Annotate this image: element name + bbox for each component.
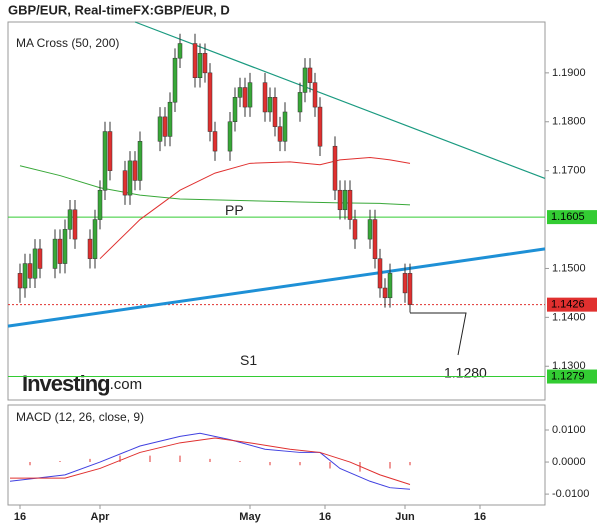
candle-body [57, 238, 63, 264]
candle-body [337, 189, 343, 211]
level-box [547, 210, 597, 225]
candle-body [102, 131, 108, 191]
main-frame [7, 21, 546, 401]
candle-body [62, 229, 68, 264]
x-tick-label: May [239, 511, 261, 523]
candle-body [352, 219, 358, 240]
candle-body [267, 97, 273, 113]
candle-body [282, 111, 288, 142]
level-box [547, 297, 597, 312]
candle-body [92, 219, 98, 259]
y-tick-label: 1.1800 [552, 116, 586, 128]
candle-body [172, 57, 178, 103]
candle-body [17, 273, 23, 289]
level-name: PP [225, 202, 244, 218]
x-tick-label: 16 [474, 511, 486, 523]
candle-body [247, 82, 253, 108]
candle-body [227, 121, 233, 152]
level-box-label: 1.1605 [551, 211, 585, 223]
candle-body [122, 170, 128, 196]
candle-body [162, 116, 168, 137]
y-tick-label: 1.1300 [552, 360, 586, 372]
candle-body [127, 160, 133, 196]
candle-body [22, 263, 28, 289]
candle-body [387, 273, 393, 299]
candle-body [242, 87, 248, 108]
candle-body [132, 160, 138, 181]
candle-body [167, 101, 173, 137]
candle-body [97, 189, 103, 220]
candle-body [332, 145, 338, 191]
candle-body [157, 116, 163, 142]
candle-body [177, 43, 183, 59]
trendline [134, 21, 546, 180]
candle-body [262, 82, 268, 113]
candle-body [107, 131, 113, 171]
candle-body [277, 126, 283, 142]
candle-body [307, 67, 313, 83]
watermark-suffix: .com [110, 376, 143, 393]
indicator-label: MA Cross (50, 200) [16, 36, 119, 50]
x-tick-label: Jun [395, 511, 415, 523]
chart-title: GBP/EUR, Real-timeFX:GBP/EUR, D [8, 2, 230, 17]
candle-body [407, 273, 413, 305]
macd-frame [7, 404, 546, 506]
candle-body [72, 209, 78, 240]
moving-average [19, 165, 411, 206]
macd-y-tick-label: 0.0100 [552, 424, 586, 436]
macd-line [9, 432, 411, 490]
level-box [547, 369, 597, 384]
candle-body [137, 141, 143, 181]
candle-body [342, 189, 348, 211]
x-tick-label: Apr [91, 511, 111, 523]
candle-body [192, 43, 198, 78]
candle-body [212, 131, 218, 152]
watermark-brand: Investing [22, 371, 110, 396]
candle-body [402, 273, 408, 294]
candle-body [312, 82, 318, 108]
annotation-line [410, 312, 467, 356]
candle-body [197, 53, 203, 78]
macd-y-tick-label: 0.0000 [552, 456, 586, 468]
x-tick-label: 16 [14, 511, 26, 523]
annotation: 1.1280 [444, 365, 487, 381]
trendline [7, 247, 546, 328]
level-name: S1 [240, 352, 257, 368]
candle-body [377, 258, 383, 289]
candle-body [272, 97, 278, 127]
candle-body [297, 92, 303, 113]
macd-label: MACD (12, 26, close, 9) [16, 410, 144, 424]
candle-body [202, 53, 208, 74]
x-tick-label: 16 [319, 511, 331, 523]
watermark: Investing.com [22, 371, 142, 396]
candle-body [207, 72, 213, 132]
y-tick-label: 1.1700 [552, 165, 586, 177]
macd-y-tick-label: -0.0100 [552, 488, 589, 500]
candle-body [372, 219, 378, 259]
macd-line [10, 437, 411, 485]
candle-body [302, 67, 308, 93]
candle-body [32, 248, 38, 279]
candle-body [367, 219, 373, 240]
candle-body [232, 97, 238, 123]
candle-body [382, 287, 388, 299]
candle-body [27, 263, 33, 279]
candle-body [237, 87, 243, 98]
candle-body [347, 189, 353, 220]
level-box-label: 1.1426 [551, 299, 585, 311]
candle-body [52, 238, 58, 269]
candle-body [317, 106, 323, 147]
y-tick-label: 1.1500 [552, 262, 586, 274]
moving-average [99, 156, 411, 260]
level-box-label: 1.1279 [551, 370, 585, 382]
candle-body [87, 238, 93, 259]
y-tick-label: 1.1400 [552, 311, 586, 323]
candle-body [37, 248, 43, 269]
candle-body [67, 209, 73, 230]
y-tick-label: 1.1900 [552, 67, 586, 79]
